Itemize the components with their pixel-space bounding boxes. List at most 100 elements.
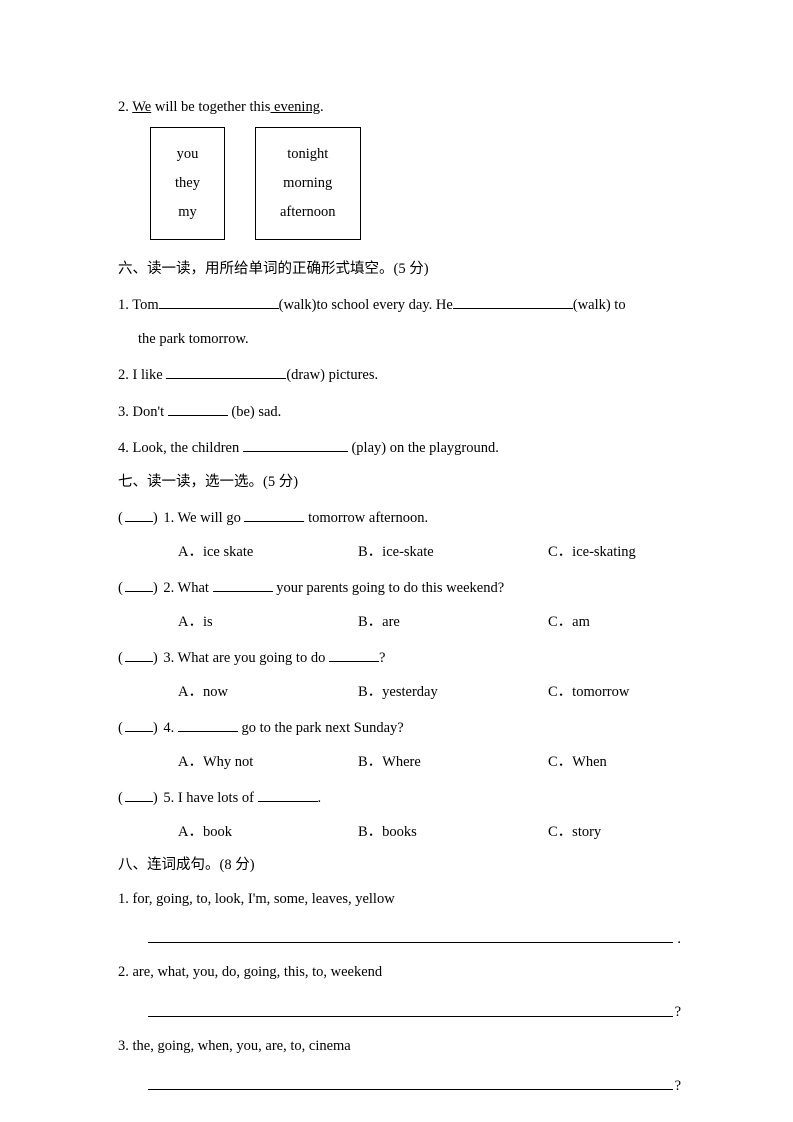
s7-q1-options: A．ice skate B．ice-skate C．ice-skating — [118, 545, 683, 560]
option-a[interactable]: A．is — [178, 615, 358, 630]
paren-open: ( — [118, 720, 125, 736]
option-c[interactable]: C．story — [548, 825, 683, 840]
s6-q2-text1: 2. I like — [118, 367, 166, 383]
section8-title: 八、连词成句。(8 分) — [118, 858, 683, 873]
fill-blank[interactable] — [258, 788, 318, 802]
q2-sentence: 2. We will be together this evening. — [118, 100, 683, 115]
q2-underline-evening: evening — [270, 99, 320, 115]
word-box-1: you they my — [150, 127, 225, 240]
s7-q5-text1: 5. I have lots of — [160, 790, 258, 806]
option-b[interactable]: B．books — [358, 825, 548, 840]
line-end-punct: ? — [675, 1005, 681, 1020]
fill-blank[interactable] — [159, 295, 279, 309]
paren-close: ) — [153, 580, 160, 596]
answer-blank[interactable] — [125, 718, 153, 732]
line-end-punct: . — [677, 932, 681, 947]
section7-title: 七、读一读，选一选。(5 分) — [118, 475, 683, 490]
fill-blank[interactable] — [178, 718, 238, 732]
fill-blank[interactable] — [244, 508, 304, 522]
paren-open: ( — [118, 510, 125, 526]
answer-line[interactable]: . — [148, 925, 673, 943]
fill-blank[interactable] — [329, 648, 379, 662]
s7-q3-text2: ? — [379, 650, 385, 666]
q2-text-mid: will be together this — [151, 99, 270, 115]
s6-q1-text3: (walk) to — [573, 297, 626, 313]
s7-q1-stem: () 1. We will go tomorrow afternoon. — [118, 508, 683, 526]
s6-q4-text2: (play) on the playground. — [348, 440, 499, 456]
box2-word1: tonight — [280, 140, 336, 169]
answer-blank[interactable] — [125, 788, 153, 802]
s6-q1-line2: the park tomorrow. — [118, 332, 683, 347]
option-b[interactable]: B．ice-skate — [358, 545, 548, 560]
s8-q1: 1. for, going, to, look, I'm, some, leav… — [118, 892, 683, 907]
s7-q2-stem: () 2. What your parents going to do this… — [118, 578, 683, 596]
s6-q1-line1: 1. Tom (walk)to school every day. He (walk… — [118, 295, 683, 313]
s8-q2: 2. are, what, you, do, going, this, to, … — [118, 965, 683, 980]
option-b[interactable]: B．are — [358, 615, 548, 630]
fill-blank[interactable] — [213, 578, 273, 592]
s7-q2-text1: 2. What — [160, 580, 213, 596]
fill-blank[interactable] — [453, 295, 573, 309]
paren-close: ) — [153, 720, 160, 736]
answer-blank[interactable] — [125, 648, 153, 662]
box1-word2: they — [175, 169, 200, 198]
s7-q1-text1: 1. We will go — [160, 510, 245, 526]
s7-q5-stem: () 5. I have lots of . — [118, 788, 683, 806]
box2-word3: afternoon — [280, 198, 336, 227]
box2-word2: morning — [280, 169, 336, 198]
answer-blank[interactable] — [125, 578, 153, 592]
s8-q3: 3. the, going, when, you, are, to, cinem… — [118, 1039, 683, 1054]
s7-q2-options: A．is B．are C．am — [118, 615, 683, 630]
s6-q3-text1: 3. Don't — [118, 404, 168, 420]
s7-q4-options: A．Why not B．Where C．When — [118, 755, 683, 770]
paren-close: ) — [153, 650, 160, 666]
s6-q4: 4. Look, the children (play) on the play… — [118, 438, 683, 456]
q2-underline-we: We — [132, 99, 151, 115]
paren-close: ) — [153, 510, 160, 526]
s7-q4-text2: go to the park next Sunday? — [238, 720, 404, 736]
s6-q1-text1: 1. Tom — [118, 297, 159, 313]
s6-q1-text2: (walk)to school every day. He — [279, 297, 453, 313]
option-a[interactable]: A．book — [178, 825, 358, 840]
paren-close: ) — [153, 790, 160, 806]
s6-q2-text2: (draw) pictures. — [286, 367, 378, 383]
option-a[interactable]: A．ice skate — [178, 545, 358, 560]
option-c[interactable]: C．am — [548, 615, 683, 630]
box1-word3: my — [175, 198, 200, 227]
section6-title: 六、读一读，用所给单词的正确形式填空。(5 分) — [118, 262, 683, 277]
word-boxes-container: you they my tonight morning afternoon — [150, 127, 683, 240]
s6-q2: 2. I like (draw) pictures. — [118, 365, 683, 383]
option-a[interactable]: A．Why not — [178, 755, 358, 770]
paren-open: ( — [118, 650, 125, 666]
option-b[interactable]: B．Where — [358, 755, 548, 770]
s6-q4-text1: 4. Look, the children — [118, 440, 243, 456]
fill-blank[interactable] — [168, 402, 228, 416]
option-a[interactable]: A．now — [178, 685, 358, 700]
s7-q3-options: A．now B．yesterday C．tomorrow — [118, 685, 683, 700]
s7-q3-text1: 3. What are you going to do — [160, 650, 329, 666]
option-c[interactable]: C．When — [548, 755, 683, 770]
s7-q5-text2: . — [318, 790, 322, 806]
paren-open: ( — [118, 790, 125, 806]
s7-q3-stem: () 3. What are you going to do ? — [118, 648, 683, 666]
line-end-punct: ? — [675, 1079, 681, 1094]
s6-q3-text2: (be) sad. — [228, 404, 282, 420]
fill-blank[interactable] — [243, 438, 348, 452]
s6-q3: 3. Don't (be) sad. — [118, 402, 683, 420]
fill-blank[interactable] — [166, 365, 286, 379]
answer-line[interactable]: ? — [148, 999, 673, 1017]
s7-q4-stem: () 4. go to the park next Sunday? — [118, 718, 683, 736]
q2-period: . — [320, 99, 324, 115]
option-b[interactable]: B．yesterday — [358, 685, 548, 700]
s7-q1-text2: tomorrow afternoon. — [304, 510, 428, 526]
box1-word1: you — [175, 140, 200, 169]
s7-q2-text2: your parents going to do this weekend? — [273, 580, 505, 596]
q2-number: 2. — [118, 99, 132, 115]
answer-line[interactable]: ? — [148, 1072, 673, 1090]
answer-blank[interactable] — [125, 508, 153, 522]
word-box-2: tonight morning afternoon — [255, 127, 361, 240]
s7-q5-options: A．book B．books C．story — [118, 825, 683, 840]
paren-open: ( — [118, 580, 125, 596]
option-c[interactable]: C．tomorrow — [548, 685, 683, 700]
option-c[interactable]: C．ice-skating — [548, 545, 683, 560]
